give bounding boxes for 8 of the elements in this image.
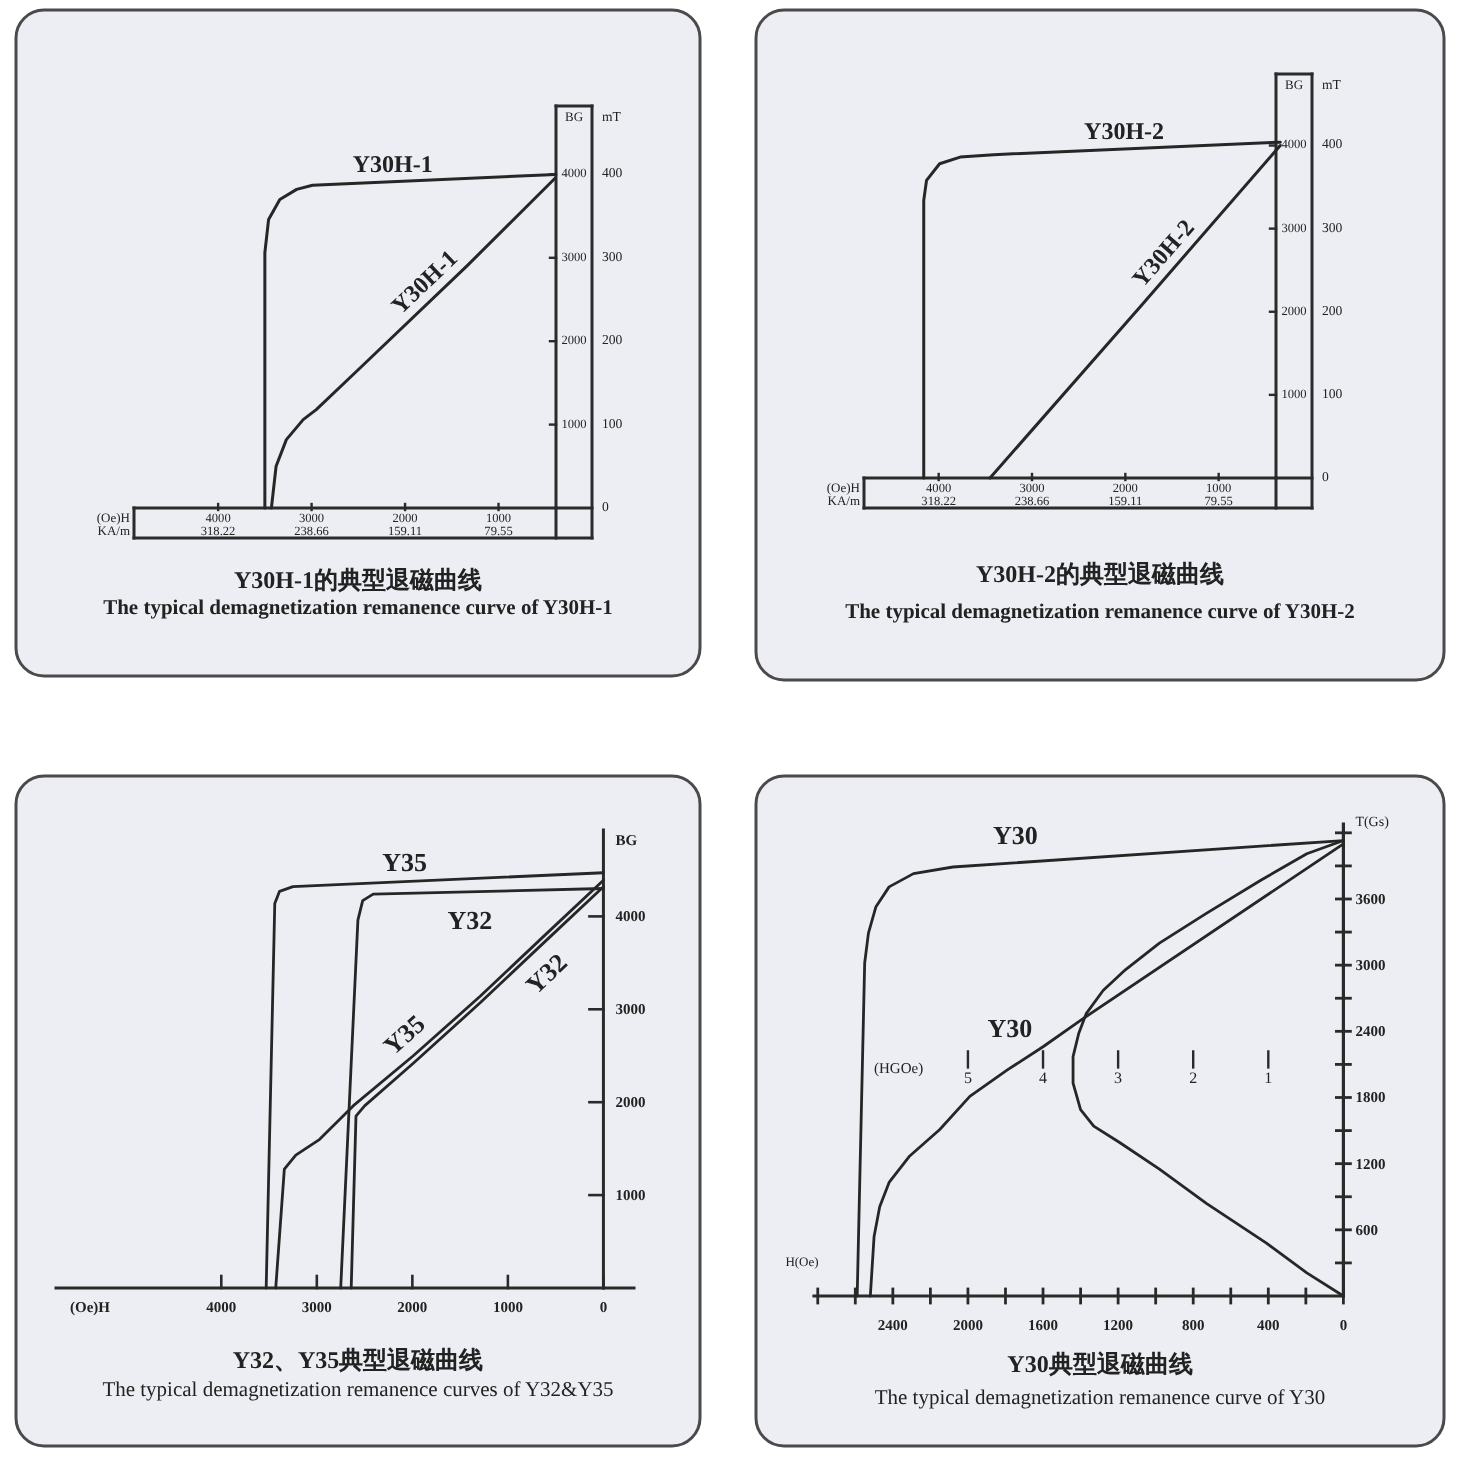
subtitle: The typical demagnetization remanence curve of Y30H-1 (103, 598, 613, 620)
title: Y32、Y35典型退磁曲线 (232, 1346, 484, 1374)
subtitle: The typical demagnetization remanence curves of Y32&Y35 (102, 1380, 614, 1402)
title: Y30H-2的典型退磁曲线 (976, 560, 1224, 588)
title: Y30H-1的典型退磁曲线 (234, 566, 482, 594)
subtitle: The typical demagnetization remanence curve of Y30H-2 (845, 602, 1355, 624)
subtitle: The typical demagnetization remanence curve of Y30 (874, 1388, 1326, 1410)
title: Y30典型退磁曲线 (1007, 1350, 1193, 1378)
